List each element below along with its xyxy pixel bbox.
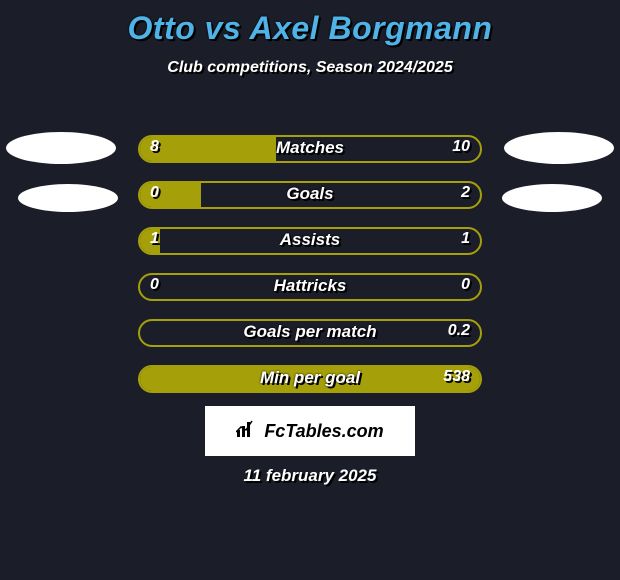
stats-rows: Matches810Goals02Assists11Hattricks00Goa…: [0, 126, 620, 402]
stat-bar-fill-left: [140, 137, 276, 161]
stat-bar: [138, 365, 482, 393]
bar-chart-icon: [236, 420, 258, 443]
stat-value-left: 0: [150, 276, 159, 294]
stat-value-right: 10: [452, 138, 470, 156]
stat-row: Goals02: [0, 172, 620, 218]
stat-value-left: 1: [150, 230, 159, 248]
stat-value-right: 538: [443, 368, 470, 386]
stat-bar: [138, 227, 482, 255]
stat-value-left: 0: [150, 184, 159, 202]
date-label: 11 february 2025: [0, 466, 620, 486]
stat-value-right: 0: [461, 276, 470, 294]
stat-row: Assists11: [0, 218, 620, 264]
stat-value-right: 2: [461, 184, 470, 202]
stat-bar: [138, 135, 482, 163]
site-badge[interactable]: FcTables.com: [205, 406, 415, 456]
stat-bar: [138, 273, 482, 301]
stat-row: Min per goal538: [0, 356, 620, 402]
subtitle: Club competitions, Season 2024/2025: [0, 59, 620, 77]
page-title: Otto vs Axel Borgmann: [0, 10, 620, 47]
site-name: FcTables.com: [264, 421, 383, 442]
stat-value-left: 8: [150, 138, 159, 156]
stat-bar: [138, 319, 482, 347]
comparison-card: Otto vs Axel Borgmann Club competitions,…: [0, 10, 620, 580]
stat-bar: [138, 181, 482, 209]
stat-value-right: 0.2: [448, 322, 470, 340]
stat-value-right: 1: [461, 230, 470, 248]
stat-row: Hattricks00: [0, 264, 620, 310]
stat-row: Goals per match0.2: [0, 310, 620, 356]
stat-bar-fill-left: [140, 367, 480, 391]
stat-row: Matches810: [0, 126, 620, 172]
